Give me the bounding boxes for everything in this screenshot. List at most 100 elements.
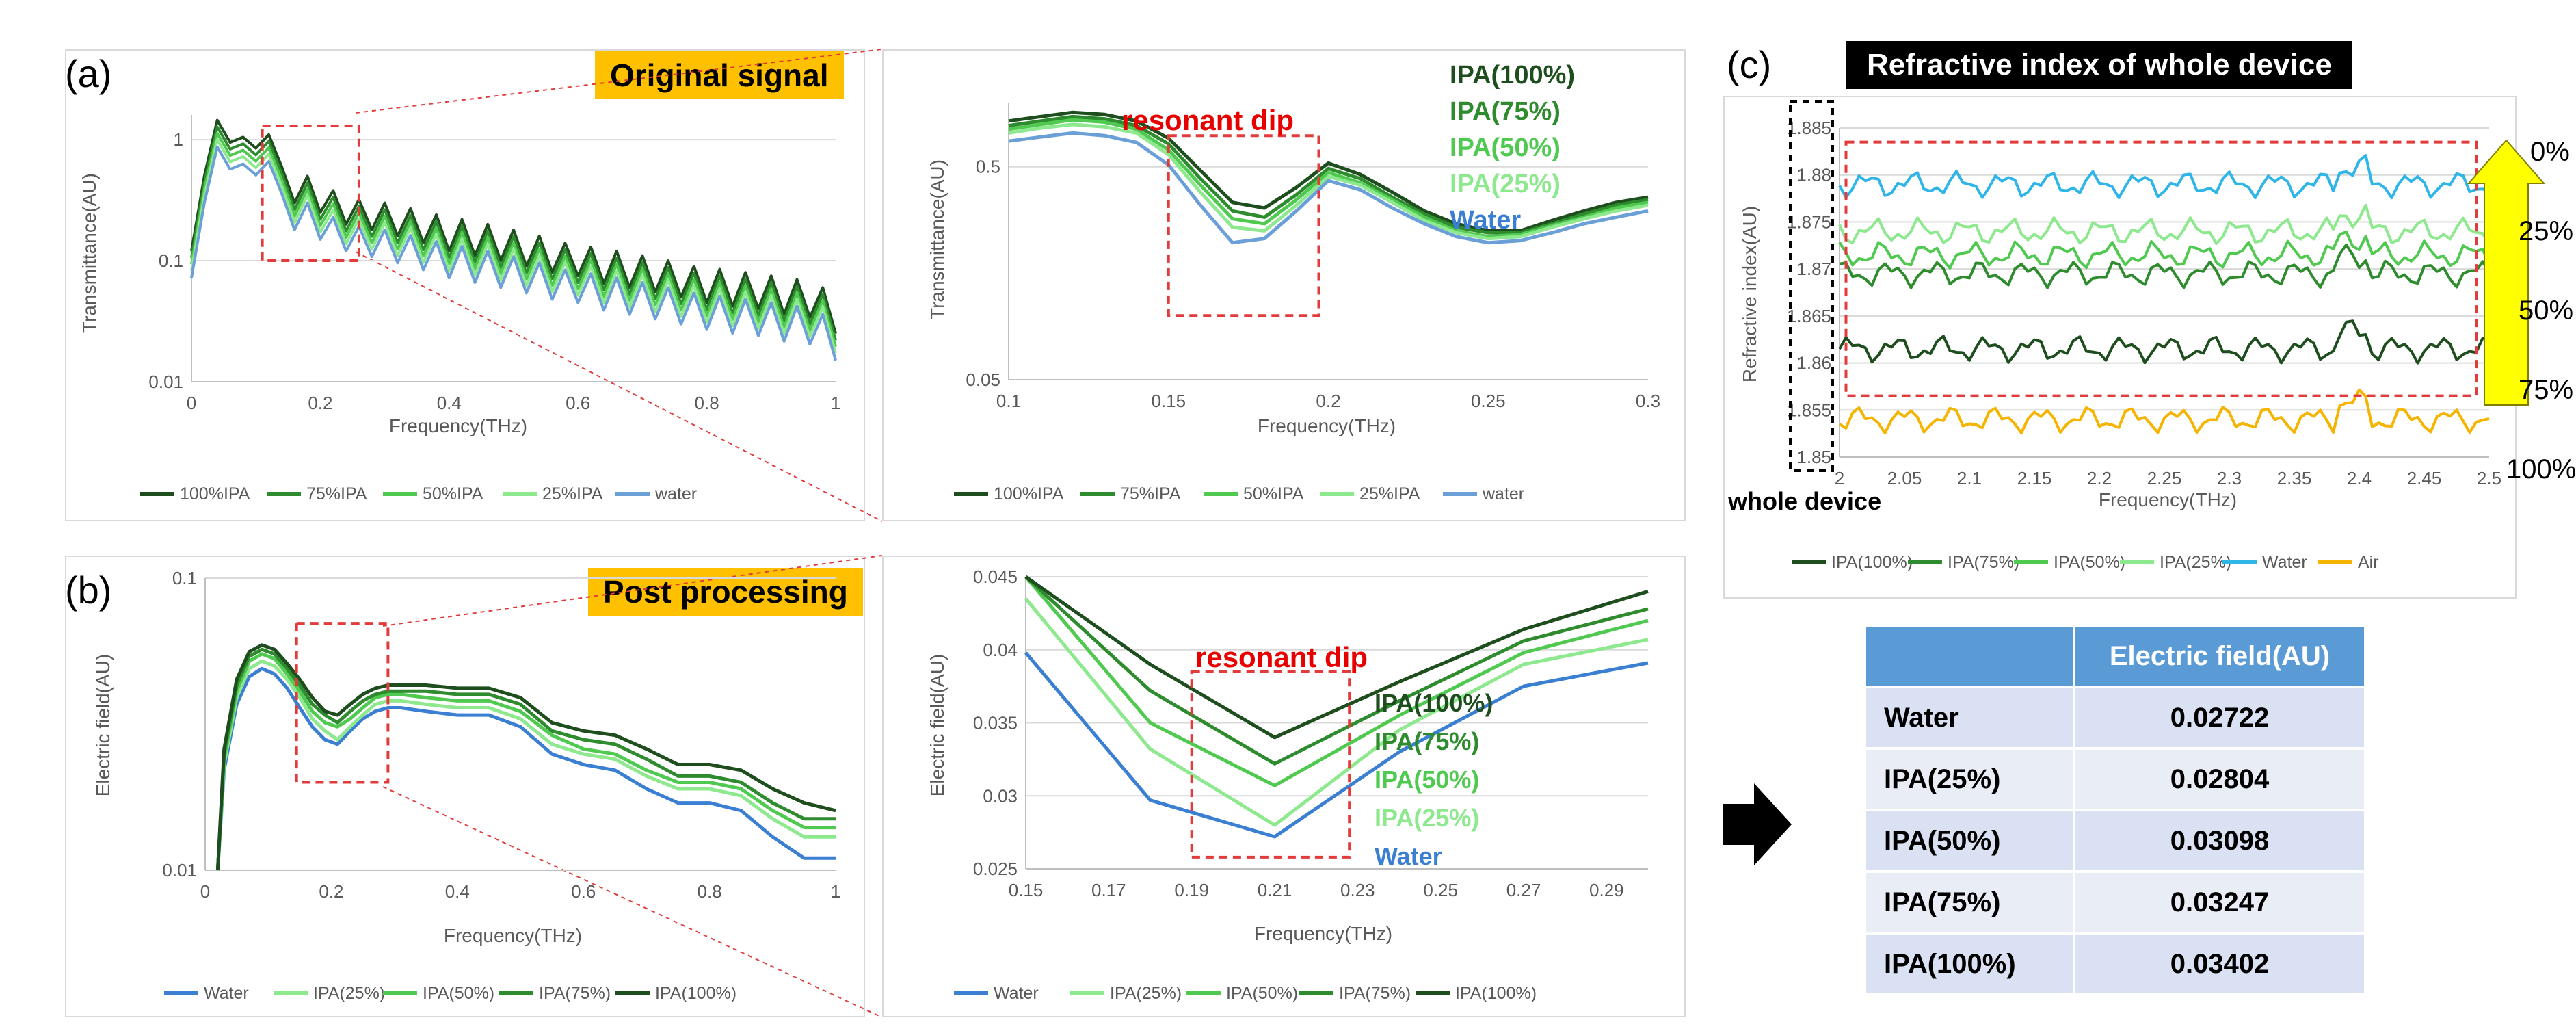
x-tick-label: 0.2 <box>1316 391 1340 411</box>
series-line <box>1024 575 1649 766</box>
x-tick-label: 2.15 <box>2017 468 2052 488</box>
series-line <box>1838 230 2491 270</box>
chart-a-zoom: 0.05 0.5 0.1 0.15 0.2 0.25 0.3 Frequency(THz) Tr… <box>927 61 1660 504</box>
y-tick-label: 1.87 <box>1796 259 1831 279</box>
y-tick-label: 1.86 <box>1796 353 1831 374</box>
legend-entry: IPA(25%) <box>313 984 385 1003</box>
series-line <box>1008 118 1649 239</box>
y-tick-label: 1.885 <box>1787 118 1831 138</box>
x-tick-label: 2.2 <box>2087 468 2112 488</box>
chart-c-refractive: 1.85 1.855 1.86 1.865 1.87 1.875 1.88 1.885 2 2.0… <box>1739 100 2501 572</box>
legend-entry: 100%IPA <box>180 484 250 504</box>
table-header-row: Electric field(AU) <box>1863 624 2367 688</box>
chart-a-full: 0.01 0.1 1 0 0.2 0.4 0.6 0.8 1 Frequency(THz) Tran… <box>79 115 840 504</box>
series-line <box>1024 575 1649 787</box>
x-axis-label: Frequency(THz) <box>2099 489 2237 510</box>
chart-b-full: 0.01 0.1 0 0.2 0.4 0.6 0.8 1 Frequency(THz) Elect… <box>92 568 840 1003</box>
x-tick-label: 2.5 <box>2477 468 2501 488</box>
x-tick-label: 0.15 <box>1151 391 1186 411</box>
x-tick-label: 0.17 <box>1091 880 1126 900</box>
zoom-connector-a-bottom <box>355 251 883 522</box>
zoom-box <box>295 622 390 784</box>
zoom-box <box>261 124 360 263</box>
series-line <box>190 138 837 354</box>
badge-refractive-index: Refractive index of whole device <box>1846 41 2352 89</box>
legend-entry: 75%IPA <box>1120 484 1181 504</box>
x-tick-label: 0.27 <box>1506 880 1541 900</box>
table-row: IPA(75%) 0.03247 <box>1863 870 2367 935</box>
x-tick-label: 2 <box>1835 468 1844 488</box>
right-arrow-icon <box>1723 783 1792 865</box>
series-line <box>215 652 836 871</box>
y-axis-label: Refractive index(AU) <box>1739 206 1760 382</box>
pct-label-25: 25% <box>2519 216 2574 246</box>
x-tick-label: 1 <box>831 881 840 902</box>
y-tick-label: 1.855 <box>1787 400 1831 420</box>
x-axis-label: Frequency(THz) <box>389 415 527 436</box>
series-line <box>1008 122 1649 241</box>
legend-entry: Water <box>204 984 249 1003</box>
series-line <box>1838 319 2490 365</box>
series-label: IPA(50%) <box>1375 766 1479 794</box>
series-line <box>215 666 836 871</box>
legend-entry: IPA(75%) <box>1948 553 2019 572</box>
y-tick-label: 0.05 <box>966 369 1000 390</box>
series-label: IPA(100%) <box>1450 61 1575 90</box>
table-cell-name: Water <box>1863 686 2075 750</box>
x-tick-label: 0.4 <box>437 393 462 413</box>
x-tick-label: 0.4 <box>445 881 470 902</box>
x-tick-label: 0 <box>187 393 196 413</box>
x-tick-label: 0.2 <box>308 393 332 413</box>
pct-label-100: 100% <box>2506 454 2576 484</box>
x-axis-label: Frequency(THz) <box>444 925 582 946</box>
legend-entry: IPA(50%) <box>1226 984 1298 1003</box>
x-tick-label: 0.25 <box>1423 880 1458 900</box>
x-tick-label: 0.25 <box>1471 391 1506 411</box>
x-tick-label: 2.35 <box>2277 468 2312 488</box>
table-cell-name: IPA(25%) <box>1863 747 2075 811</box>
zoom-connector-b-bottom <box>382 786 883 1018</box>
y-tick-label: 0.045 <box>973 566 1018 587</box>
series-line <box>1024 651 1649 839</box>
legend-entry: 25%IPA <box>1359 484 1420 504</box>
legend-entry: 50%IPA <box>423 484 483 504</box>
y-tick-label: 0.01 <box>148 371 183 392</box>
series-line <box>190 145 837 361</box>
y-tick-label: 1.865 <box>1787 306 1831 326</box>
y-tick-label: 1 <box>174 129 183 150</box>
series-line <box>1024 575 1649 740</box>
table-cell-value: 0.02804 <box>2073 747 2367 811</box>
x-tick-label: 0.15 <box>1009 880 1044 900</box>
electric-field-table: Electric field(AU) Water 0.02722 IPA(25%… <box>1863 624 2367 996</box>
x-tick-label: 0.8 <box>698 881 722 902</box>
table-row: IPA(100%) 0.03402 <box>1863 932 2367 996</box>
zoom-connector-a-top <box>355 49 883 114</box>
x-tick-label: 2.45 <box>2407 468 2442 488</box>
x-tick-label: 0.2 <box>319 881 343 902</box>
y-axis-label: Transmittance(AU) <box>79 173 100 333</box>
pct-label-0: 0% <box>2530 137 2570 167</box>
x-tick-label: 0 <box>200 881 210 902</box>
legend-entry: 75%IPA <box>306 484 367 504</box>
x-tick-label: 0.6 <box>571 881 596 902</box>
resonant-dip-box <box>1167 134 1320 317</box>
table-row: IPA(25%) 0.02804 <box>1863 747 2367 811</box>
y-tick-label: 0.035 <box>973 713 1018 733</box>
x-tick-label: 0.3 <box>1636 391 1660 411</box>
y-axis-label: Electric field(AU) <box>92 654 114 796</box>
series-line <box>1838 154 2490 200</box>
y-axis-label: Transmittance(AU) <box>927 159 948 319</box>
series-label: Water <box>1450 206 1521 235</box>
panel-a-label: (a) <box>65 52 112 95</box>
legend-entry: Air <box>2358 553 2379 572</box>
legend-entry: IPA(75%) <box>1339 984 1411 1003</box>
x-tick-label: 0.8 <box>695 393 719 413</box>
x-tick-label: 0.19 <box>1174 880 1209 900</box>
x-tick-label: 1 <box>831 393 840 413</box>
series-line <box>190 118 837 335</box>
x-tick-label: 2.05 <box>1887 468 1922 488</box>
badge-post-processing: Post processing <box>588 568 863 616</box>
series-label: IPA(25%) <box>1450 170 1561 198</box>
series-line <box>1838 388 2490 434</box>
